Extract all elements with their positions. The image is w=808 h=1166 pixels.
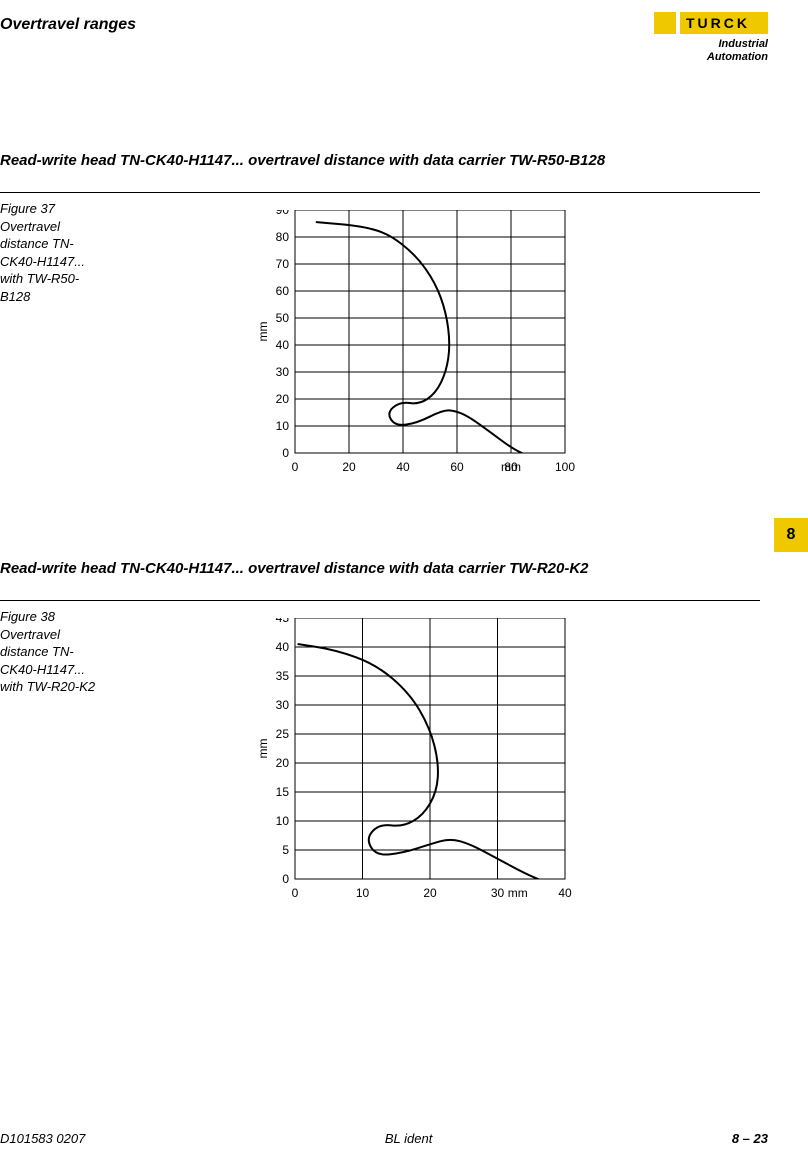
svg-text:0: 0 [282, 872, 289, 886]
svg-text:40: 40 [276, 338, 290, 352]
svg-text:0: 0 [282, 446, 289, 460]
brand-tagline: Industrial Automation [654, 38, 768, 64]
brand-name-text: TURCK [686, 15, 750, 31]
svg-text:10: 10 [356, 886, 370, 900]
svg-text:40: 40 [558, 886, 572, 900]
svg-text:30: 30 [276, 698, 290, 712]
footer-center: BL ident [385, 1131, 432, 1146]
brand-logo: TURCK [680, 12, 768, 34]
svg-text:20: 20 [342, 460, 356, 474]
chapter-tab-number: 8 [787, 526, 796, 544]
footer-left: D101583 0207 [0, 1131, 85, 1146]
svg-text:40: 40 [396, 460, 410, 474]
brand-square-icon [654, 12, 676, 34]
brand-tag-line1: Industrial [718, 38, 768, 50]
page-title: Overtravel ranges [0, 16, 136, 34]
section-heading-2: Read-write head TN-CK40-H1147... overtra… [0, 560, 808, 577]
svg-text:60: 60 [450, 460, 464, 474]
svg-text:5: 5 [282, 843, 289, 857]
chapter-tab: 8 [774, 518, 808, 552]
figure-caption-1: Figure 37 Overtravel distance TN- CK40-H… [0, 200, 200, 305]
svg-text:80: 80 [276, 230, 290, 244]
section-rule-2 [0, 600, 760, 601]
overtravel-chart-1: 0204060801000102030405060708090mmmm [255, 210, 605, 525]
page-header: Overtravel ranges TURCK Industrial Autom… [0, 12, 808, 122]
svg-text:mm: mm [501, 460, 521, 474]
svg-text:15: 15 [276, 785, 290, 799]
svg-text:90: 90 [276, 210, 290, 217]
page-footer: D101583 0207 BL ident 8 – 23 [0, 1131, 768, 1146]
svg-text:40: 40 [276, 640, 290, 654]
svg-text:70: 70 [276, 257, 290, 271]
brand-block: TURCK Industrial Automation [654, 12, 768, 64]
section-heading-1: Read-write head TN-CK40-H1147... overtra… [0, 152, 808, 169]
brand-tag-line2: Automation [707, 51, 768, 63]
svg-text:0: 0 [292, 460, 299, 474]
svg-text:60: 60 [276, 284, 290, 298]
svg-text:20: 20 [276, 756, 290, 770]
svg-text:25: 25 [276, 727, 290, 741]
svg-text:mm: mm [256, 322, 270, 342]
section-rule-1 [0, 192, 760, 193]
svg-text:10: 10 [276, 814, 290, 828]
footer-right: 8 – 23 [732, 1131, 768, 1146]
svg-text:mm: mm [508, 886, 528, 900]
svg-text:50: 50 [276, 311, 290, 325]
svg-text:35: 35 [276, 669, 290, 683]
svg-text:100: 100 [555, 460, 575, 474]
svg-text:30: 30 [491, 886, 505, 900]
svg-text:30: 30 [276, 365, 290, 379]
svg-text:20: 20 [276, 392, 290, 406]
svg-text:10: 10 [276, 419, 290, 433]
svg-text:20: 20 [423, 886, 437, 900]
figure-caption-2: Figure 38 Overtravel distance TN- CK40-H… [0, 608, 200, 696]
svg-text:mm: mm [256, 739, 270, 759]
svg-text:0: 0 [292, 886, 299, 900]
overtravel-chart-2: 0 10 20 30 40 0 5 10 15 20 25 30 35 40 45 mm mm [255, 618, 605, 953]
svg-text:45: 45 [276, 618, 290, 625]
